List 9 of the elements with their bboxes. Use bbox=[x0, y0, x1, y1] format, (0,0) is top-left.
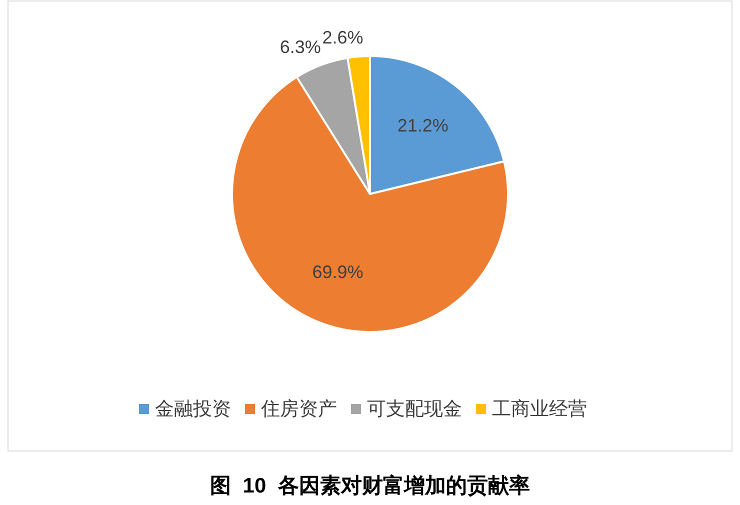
legend-label: 住房资产 bbox=[260, 398, 337, 420]
legend-label: 金融投资 bbox=[155, 399, 231, 420]
data-label: 21.2% bbox=[397, 115, 448, 136]
legend-label: 工商业经营 bbox=[492, 398, 587, 420]
data-label: 69.9% bbox=[312, 262, 364, 282]
legend-label: 可支配现金 bbox=[367, 399, 462, 420]
data-label: 2.6% bbox=[322, 27, 364, 48]
data-label: 6.3% bbox=[280, 36, 321, 57]
text: 图 10 各因素对财富增加的贡献率 bbox=[210, 474, 530, 498]
